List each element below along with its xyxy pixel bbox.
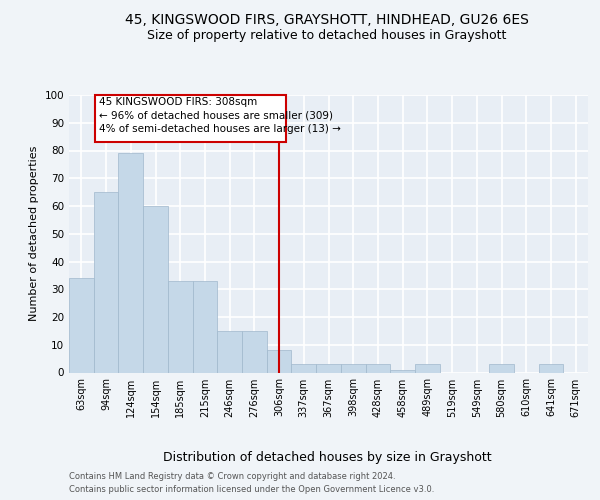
Text: Size of property relative to detached houses in Grayshott: Size of property relative to detached ho…	[148, 29, 506, 42]
Text: 4% of semi-detached houses are larger (13) →: 4% of semi-detached houses are larger (1…	[98, 124, 341, 134]
Text: 45 KINGSWOOD FIRS: 308sqm: 45 KINGSWOOD FIRS: 308sqm	[98, 97, 257, 107]
Bar	[69, 278, 94, 372]
Bar	[539, 364, 563, 372]
Text: Contains HM Land Registry data © Crown copyright and database right 2024.: Contains HM Land Registry data © Crown c…	[69, 472, 395, 481]
Bar	[292, 364, 316, 372]
Bar	[267, 350, 292, 372]
Bar	[242, 331, 267, 372]
Bar	[489, 364, 514, 372]
Text: ← 96% of detached houses are smaller (309): ← 96% of detached houses are smaller (30…	[98, 110, 332, 120]
Text: Distribution of detached houses by size in Grayshott: Distribution of detached houses by size …	[163, 451, 491, 464]
FancyBboxPatch shape	[95, 95, 286, 142]
Bar	[94, 192, 118, 372]
Bar	[365, 364, 390, 372]
Bar	[415, 364, 440, 372]
Bar	[118, 154, 143, 372]
Bar	[341, 364, 365, 372]
Bar	[217, 331, 242, 372]
Y-axis label: Number of detached properties: Number of detached properties	[29, 146, 39, 322]
Bar	[143, 206, 168, 372]
Bar	[193, 281, 217, 372]
Text: 45, KINGSWOOD FIRS, GRAYSHOTT, HINDHEAD, GU26 6ES: 45, KINGSWOOD FIRS, GRAYSHOTT, HINDHEAD,…	[125, 12, 529, 26]
Bar	[390, 370, 415, 372]
Bar	[168, 281, 193, 372]
Bar	[316, 364, 341, 372]
Text: Contains public sector information licensed under the Open Government Licence v3: Contains public sector information licen…	[69, 485, 434, 494]
